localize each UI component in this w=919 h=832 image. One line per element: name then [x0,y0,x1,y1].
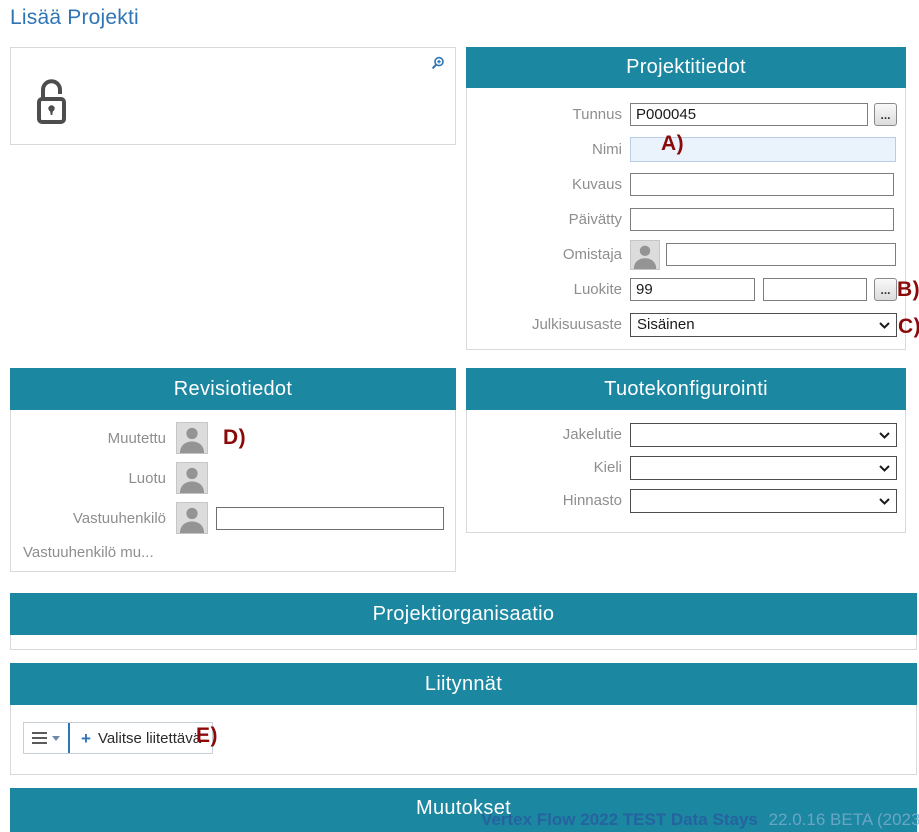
field-row-luotu: Luotu [11,458,455,498]
panel-header-projektiorganisaatio: Projektiorganisaatio [10,593,917,635]
toolbar-separator [68,723,70,753]
jakelutie-select[interactable] [630,422,897,447]
chevron-down-icon [879,497,890,505]
tunnus-label: Tunnus [572,106,622,123]
field-row-kieli: Kieli [467,451,905,484]
open-lock-icon [36,78,66,131]
muutettu-label: Muutettu [107,429,166,447]
paivatty-input[interactable] [630,208,894,231]
kuvaus-label: Kuvaus [571,176,622,193]
omistaja-label: Omistaja [562,246,622,263]
panel-projektitiedot: Projektitiedot Tunnus ... Nimi Kuvaus Pä… [466,47,906,350]
hamburger-menu-icon [32,732,47,744]
julkisuusaste-select[interactable]: Sisäinen [630,312,897,337]
omistaja-input[interactable] [666,243,896,266]
tunnus-input[interactable] [630,103,868,126]
panel-liitynnat: Liitynnät + Valitse liitettävä [10,663,917,775]
luokite-browse-button[interactable]: ... [874,278,897,301]
paivatty-label: Päivätty [568,211,622,228]
jakelutie-label: Jakelutie [562,426,622,443]
kuvaus-input[interactable] [630,173,894,196]
person-avatar-icon [176,502,208,534]
field-row-paivatty: Päivätty [467,202,905,237]
plus-icon: + [81,728,91,748]
hinnasto-select[interactable] [630,488,897,513]
field-row-hinnasto: Hinnasto [467,484,905,517]
field-row-nimi: Nimi [467,132,905,167]
field-row-muutettu: Muutettu [11,418,455,458]
liitynnat-button-group: + Valitse liitettävä [23,722,214,754]
kieli-select[interactable] [630,455,897,480]
panel-tuotekonfigurointi: Tuotekonfigurointi Jakelutie Kieli [466,368,906,533]
panel-projektiorganisaatio: Projektiorganisaatio [10,593,917,650]
luokite-label: Luokite [573,281,622,298]
vastuuhenkilo-input[interactable] [216,506,444,530]
panel-revisiotiedot: Revisiotiedot Muutettu Luotu [10,368,456,572]
tunnus-browse-button[interactable]: ... [874,103,897,126]
person-avatar-icon [630,239,660,270]
field-row-omistaja: Omistaja [467,237,905,272]
panel-muutokset: Muutokset [10,788,917,832]
panel-header-revisiotiedot: Revisiotiedot [10,368,456,410]
panel-header-muutokset: Muutokset [10,788,917,832]
valitse-liitettava-label: Valitse liitettävä [97,729,202,747]
person-avatar-icon [176,422,208,454]
luotu-label: Luotu [128,469,166,487]
nimi-label: Nimi [592,141,622,158]
field-row-jakelutie: Jakelutie [467,418,905,451]
panel-header-tuotekonfigurointi: Tuotekonfigurointi [466,368,906,410]
zoom-in-icon[interactable] [430,56,445,76]
luokite-name-input[interactable] [763,278,867,301]
page-title: Lisää Projekti [10,6,139,29]
hinnasto-label: Hinnasto [562,492,622,509]
field-row-julkisuusaste: Julkisuusaste Sisäinen [467,307,905,342]
vastuuhenkilo-mu-label: Vastuuhenkilö mu... [23,544,154,561]
panel-header-projektitiedot: Projektitiedot [466,47,906,88]
chevron-down-icon [879,321,890,329]
preview-panel [10,47,456,145]
chevron-down-icon [879,431,890,439]
kieli-label: Kieli [593,459,622,476]
chevron-down-icon [879,464,890,472]
nimi-input[interactable] [630,137,896,162]
julkisuusaste-label: Julkisuusaste [531,316,622,333]
list-menu-dropdown-button[interactable] [24,723,68,753]
vastuuhenkilo-label: Vastuuhenkilö [72,509,166,527]
valitse-liitettava-button[interactable]: + Valitse liitettävä [70,723,212,753]
luokite-code-input[interactable] [630,278,755,301]
field-row-tunnus: Tunnus ... [467,97,905,132]
liitynnat-toolbar: + Valitse liitettävä [23,722,214,754]
person-avatar-icon [176,462,208,494]
panel-header-liitynnat: Liitynnät [10,663,917,705]
caret-down-icon [52,735,60,741]
field-row-luokite: Luokite ... [467,272,905,307]
julkisuusaste-value: Sisäinen [637,316,695,333]
field-row-kuvaus: Kuvaus [467,167,905,202]
field-row-vastuuhenkilo: Vastuuhenkilö [11,498,455,538]
